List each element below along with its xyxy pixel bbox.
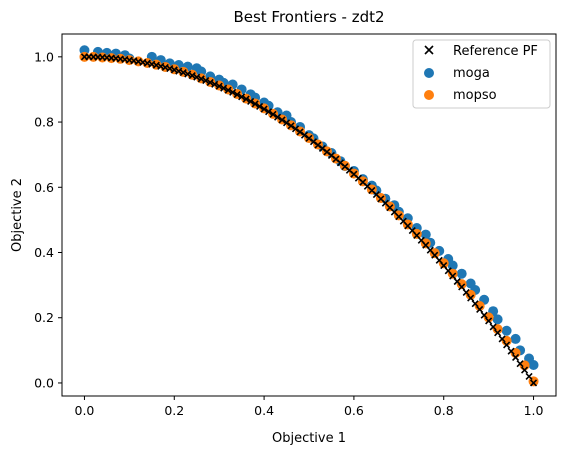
legend-marker-moga [424,68,434,78]
point-reference-pf [206,78,214,86]
point-reference-pf [260,105,268,113]
x-tick-label: 0.8 [434,403,454,418]
legend: Reference PF moga mopso [412,39,551,109]
point-moga [528,360,539,371]
y-tick-label: 0.4 [34,245,54,260]
axes-frame [61,33,557,397]
point-moga [501,325,512,336]
point-reference-pf [291,125,300,133]
point-reference-pf [462,288,470,297]
point-reference-pf [265,108,273,116]
legend-label-moga: moga [453,66,490,81]
point-reference-pf [273,113,282,121]
point-reference-pf [247,97,255,106]
plot-area [79,45,539,387]
point-reference-pf [471,300,479,308]
point-reference-pf [516,360,524,368]
point-mopso [402,219,413,230]
point-reference-pf [525,372,533,381]
y-axis-title: Objective 2 [10,178,25,252]
point-reference-pf [193,73,201,81]
x-tick-label: 0.2 [164,403,184,418]
point-mopso [438,258,449,269]
point-reference-pf [269,110,277,118]
legend-marker-reference-pf [424,45,434,55]
y-tick-label: 0.8 [34,115,54,130]
point-mopso [465,289,476,300]
point-reference-pf [211,80,219,88]
point-reference-pf [489,323,497,331]
y-tick-label: 0.2 [34,310,54,325]
point-reference-pf [238,93,246,101]
point-moga [420,229,431,240]
point-reference-pf [458,283,466,291]
point-reference-pf [188,72,196,80]
point-mopso [456,279,467,290]
point-reference-pf [229,88,237,96]
legend-box [412,39,551,109]
point-reference-pf [215,82,223,90]
point-reference-pf [503,341,511,349]
point-reference-pf [494,329,502,337]
x-tick-label: 0.4 [254,403,274,418]
x-tick-label: 1.0 [524,403,544,418]
x-tick-label: 0.0 [75,403,95,418]
point-reference-pf [251,100,259,108]
point-reference-pf [309,138,318,146]
point-reference-pf [184,70,192,78]
point-reference-pf [485,317,493,325]
point-reference-pf [467,294,475,302]
point-reference-pf [202,77,210,85]
point-mopso [411,228,422,239]
point-reference-pf [296,128,304,136]
point-moga [456,268,467,279]
point-mopso [429,248,440,259]
point-mopso [483,312,494,323]
point-reference-pf [278,116,286,124]
point-moga [196,66,207,77]
point-mopso [420,238,431,249]
point-reference-pf [476,305,484,313]
point-reference-pf [256,102,264,110]
point-mopso [447,268,458,279]
point-reference-pf [512,353,520,361]
point-mopso [393,210,404,221]
chart-title: Best Frontiers - zdt2 [233,8,384,26]
point-mopso [492,324,503,335]
point-reference-pf [197,75,205,83]
point-mopso [474,300,485,311]
y-tick-label: 1.0 [34,49,54,64]
point-reference-pf [242,95,250,103]
y-tick-label: 0.0 [34,375,54,390]
legend-marker-mopso [424,90,434,100]
y-tick-label: 0.6 [34,180,54,195]
x-axis: 0.0 0.2 0.4 0.6 0.8 1.0 [75,396,544,418]
point-reference-pf [282,119,291,127]
point-reference-pf [529,379,538,387]
series-reference-pf [80,53,538,387]
legend-label-reference-pf: Reference PF [453,44,538,59]
point-reference-pf [305,134,313,142]
x-tick-label: 0.6 [344,403,364,418]
point-reference-pf [520,366,529,374]
point-reference-pf [480,311,488,319]
legend-label-mopso: mopso [453,88,497,103]
point-reference-pf [287,122,295,130]
point-reference-pf [233,90,241,99]
point-moga [492,314,503,325]
point-reference-pf [220,84,228,92]
point-reference-pf [224,86,232,94]
y-axis: 0.0 0.2 0.4 0.6 0.8 1.0 [34,49,62,390]
point-reference-pf [507,347,515,355]
point-moga [510,333,521,344]
x-axis-title: Objective 1 [272,431,346,446]
point-reference-pf [498,335,506,343]
point-reference-pf [300,131,309,139]
